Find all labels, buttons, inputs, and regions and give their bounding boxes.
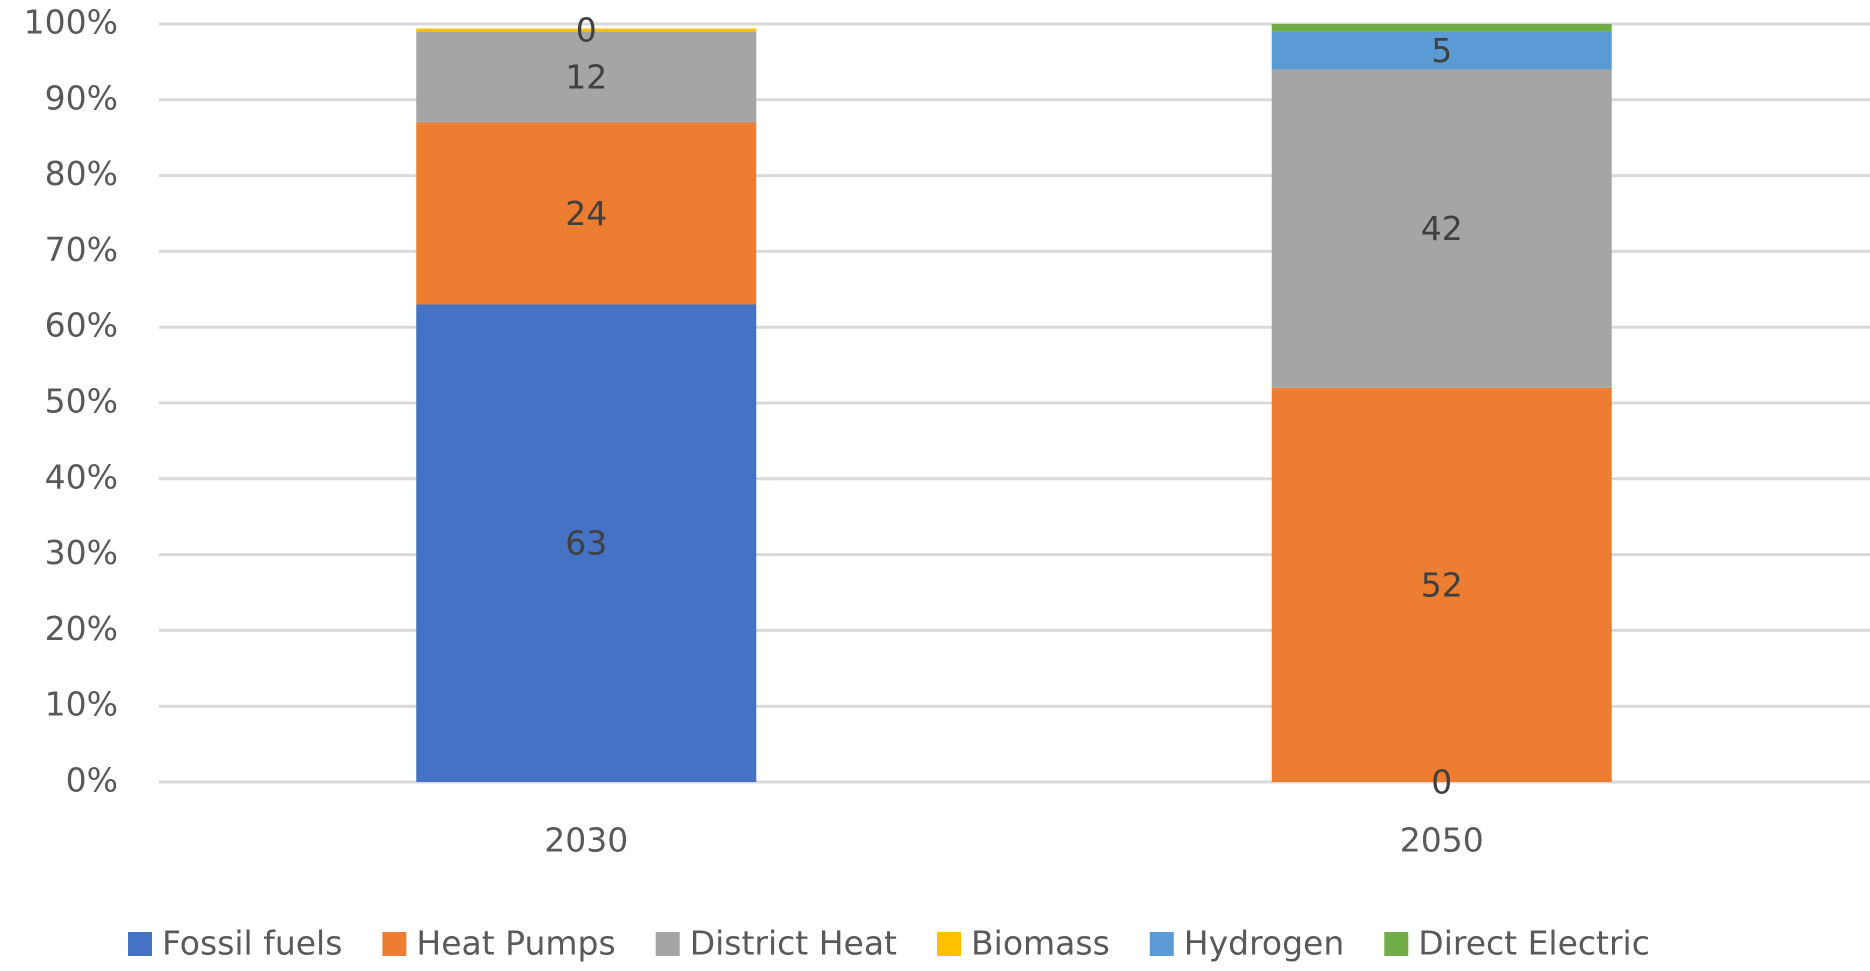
y-tick-label: 40% — [45, 457, 118, 496]
bar-segment — [416, 122, 757, 305]
legend-label: Direct Electric — [1418, 924, 1650, 963]
y-tick-label: 0% — [66, 761, 118, 800]
data-label: 0 — [1431, 763, 1452, 802]
data-label: 52 — [1421, 565, 1463, 604]
legend-label: District Heat — [690, 924, 897, 963]
legend-swatch — [937, 932, 962, 956]
legend-label: Hydrogen — [1184, 924, 1345, 963]
y-tick-label: 20% — [45, 609, 118, 648]
data-label: 24 — [565, 194, 607, 233]
bar-segment — [416, 28, 757, 32]
bar-segment — [416, 31, 757, 123]
data-label: 63 — [565, 524, 607, 563]
x-tick-label: 2050 — [1400, 821, 1484, 860]
legend-label: Fossil fuels — [162, 924, 342, 963]
legend-swatch — [655, 932, 680, 956]
y-tick-label: 10% — [45, 685, 118, 724]
y-tick-label: 70% — [45, 230, 118, 269]
bar-segment — [1271, 387, 1612, 782]
y-tick-label: 30% — [45, 533, 118, 572]
y-tick-label: 90% — [45, 78, 118, 117]
legend-swatch — [1384, 932, 1409, 956]
legend-label: Biomass — [971, 924, 1110, 963]
data-label: 0 — [576, 11, 597, 50]
bar-segment — [416, 304, 757, 782]
x-tick-label: 2030 — [544, 821, 628, 860]
y-tick-label: 80% — [45, 154, 118, 193]
legend-swatch — [382, 932, 407, 956]
y-tick-label: 100% — [24, 3, 118, 42]
bar-segment — [1271, 24, 1612, 32]
bar-segment — [1271, 31, 1612, 70]
legend-swatch — [1149, 932, 1174, 956]
data-label: 42 — [1421, 209, 1463, 248]
y-tick-label: 60% — [45, 306, 118, 345]
data-label: 12 — [565, 58, 607, 97]
y-tick-label: 50% — [45, 382, 118, 421]
legend-swatch — [128, 932, 152, 956]
bar-segment — [1271, 69, 1612, 388]
legend-label: Heat Pumps — [416, 924, 615, 963]
data-label: 5 — [1431, 31, 1452, 70]
